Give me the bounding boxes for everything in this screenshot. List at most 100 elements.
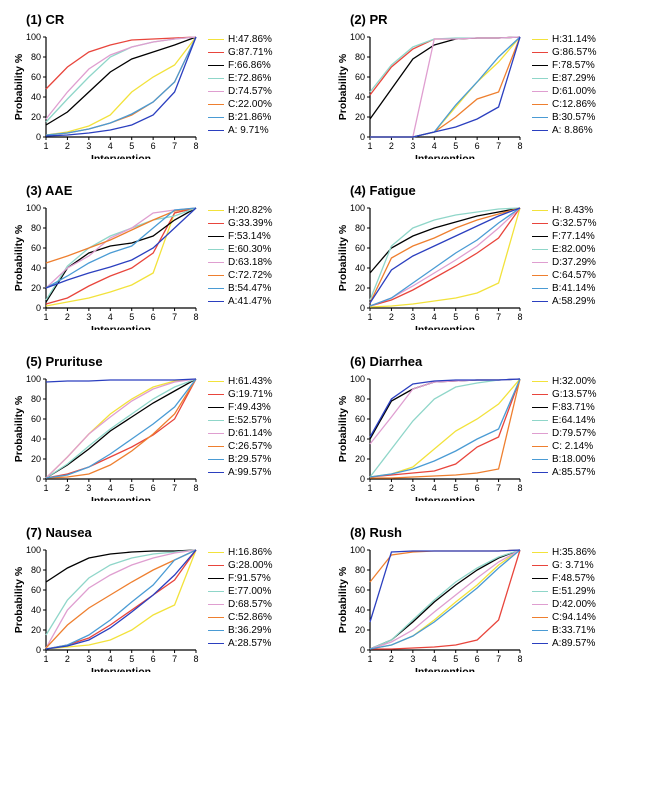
svg-text:60: 60 <box>355 72 365 82</box>
legend-swatch <box>208 433 224 435</box>
svg-text:7: 7 <box>496 483 501 493</box>
legend-swatch <box>532 301 548 303</box>
legend-item-H: H:32.00% <box>532 375 596 388</box>
legend-label: H:35.86% <box>552 546 596 559</box>
legend-label: A:41.47% <box>228 295 271 308</box>
svg-text:5: 5 <box>129 483 134 493</box>
legend-swatch <box>208 52 224 54</box>
legend-swatch <box>532 91 548 93</box>
legend-swatch <box>532 65 548 67</box>
svg-text:6: 6 <box>151 141 156 151</box>
legend-swatch <box>208 223 224 225</box>
panel-row: 02040608010012345678Probability %Interve… <box>12 371 314 501</box>
x-axis-label: Intervention <box>415 324 475 330</box>
svg-text:80: 80 <box>31 52 41 62</box>
panel-title: (7) Nausea <box>26 525 314 540</box>
series-E <box>370 208 520 300</box>
svg-text:60: 60 <box>31 72 41 82</box>
svg-text:80: 80 <box>355 394 365 404</box>
svg-text:100: 100 <box>350 203 365 213</box>
legend-swatch <box>208 249 224 251</box>
svg-text:20: 20 <box>31 112 41 122</box>
series-H <box>46 208 196 306</box>
legend-swatch <box>208 565 224 567</box>
legend: H:32.00%G:13.57%F:83.71%E:64.14%D:79.57%… <box>532 375 596 479</box>
legend-swatch <box>532 565 548 567</box>
legend-swatch <box>208 604 224 606</box>
legend-item-F: F:77.14% <box>532 230 596 243</box>
legend-swatch <box>208 643 224 645</box>
svg-text:6: 6 <box>475 483 480 493</box>
legend-label: A:58.29% <box>552 295 595 308</box>
legend-label: F:48.57% <box>552 572 595 585</box>
panel-pr: (2) PR02040608010012345678Probability %I… <box>336 12 638 159</box>
legend-item-D: D:63.18% <box>208 256 272 269</box>
chart: 02040608010012345678Probability %Interve… <box>12 29 202 159</box>
legend-item-E: E:77.00% <box>208 585 272 598</box>
y-axis-label: Probability % <box>337 566 349 633</box>
series-F <box>46 37 196 125</box>
legend-swatch <box>532 394 548 396</box>
svg-text:2: 2 <box>65 312 70 322</box>
x-axis-label: Intervention <box>91 666 151 672</box>
svg-text:7: 7 <box>172 483 177 493</box>
legend-swatch <box>208 381 224 383</box>
svg-text:40: 40 <box>355 605 365 615</box>
legend-label: C: 2.14% <box>552 440 593 453</box>
svg-text:8: 8 <box>517 483 522 493</box>
legend-swatch <box>208 104 224 106</box>
svg-text:4: 4 <box>108 141 113 151</box>
svg-text:8: 8 <box>517 654 522 664</box>
svg-text:8: 8 <box>193 654 198 664</box>
legend-item-H: H:31.14% <box>532 33 596 46</box>
legend-swatch <box>532 52 548 54</box>
series-F <box>370 550 520 649</box>
legend-item-E: E:52.57% <box>208 414 272 427</box>
legend-item-G: G: 3.71% <box>532 559 596 572</box>
legend-label: F:49.43% <box>228 401 271 414</box>
panel-title: (8) Rush <box>350 525 638 540</box>
legend-label: D:63.18% <box>228 256 272 269</box>
svg-text:4: 4 <box>108 483 113 493</box>
legend-item-C: C:12.86% <box>532 98 596 111</box>
legend-swatch <box>532 39 548 41</box>
legend-label: C:12.86% <box>552 98 596 111</box>
legend-swatch <box>532 236 548 238</box>
legend-swatch <box>208 236 224 238</box>
legend-label: H:16.86% <box>228 546 272 559</box>
legend-label: E:72.86% <box>228 72 271 85</box>
svg-text:80: 80 <box>31 223 41 233</box>
svg-text:4: 4 <box>432 483 437 493</box>
svg-text:7: 7 <box>496 141 501 151</box>
legend-label: B:33.71% <box>552 624 595 637</box>
legend-item-B: B:29.57% <box>208 453 272 466</box>
svg-text:2: 2 <box>389 141 394 151</box>
legend-swatch <box>532 591 548 593</box>
legend-swatch <box>208 262 224 264</box>
svg-text:3: 3 <box>86 312 91 322</box>
svg-text:80: 80 <box>31 394 41 404</box>
legend-label: E:77.00% <box>228 585 271 598</box>
series-D <box>370 550 520 649</box>
legend-item-B: B:41.14% <box>532 282 596 295</box>
legend-item-F: F:66.86% <box>208 59 272 72</box>
legend-swatch <box>208 591 224 593</box>
svg-text:3: 3 <box>410 312 415 322</box>
x-axis-label: Intervention <box>415 153 475 159</box>
legend-label: B:41.14% <box>552 282 595 295</box>
legend-item-G: G:86.57% <box>532 46 596 59</box>
legend-label: B:36.29% <box>228 624 271 637</box>
legend-swatch <box>532 288 548 290</box>
series-A <box>370 208 520 303</box>
legend-label: D:61.14% <box>228 427 272 440</box>
svg-text:6: 6 <box>475 654 480 664</box>
legend: H: 8.43%G:32.57%F:77.14%E:82.00%D:37.29%… <box>532 204 596 308</box>
legend-label: C:94.14% <box>552 611 596 624</box>
legend-item-B: B:33.71% <box>532 624 596 637</box>
svg-text:8: 8 <box>193 141 198 151</box>
legend-label: E:60.30% <box>228 243 271 256</box>
legend-label: A: 8.86% <box>552 124 593 137</box>
legend-item-D: D:68.57% <box>208 598 272 611</box>
panel-title: (6) Diarrhea <box>350 354 638 369</box>
legend-item-B: B:18.00% <box>532 453 596 466</box>
